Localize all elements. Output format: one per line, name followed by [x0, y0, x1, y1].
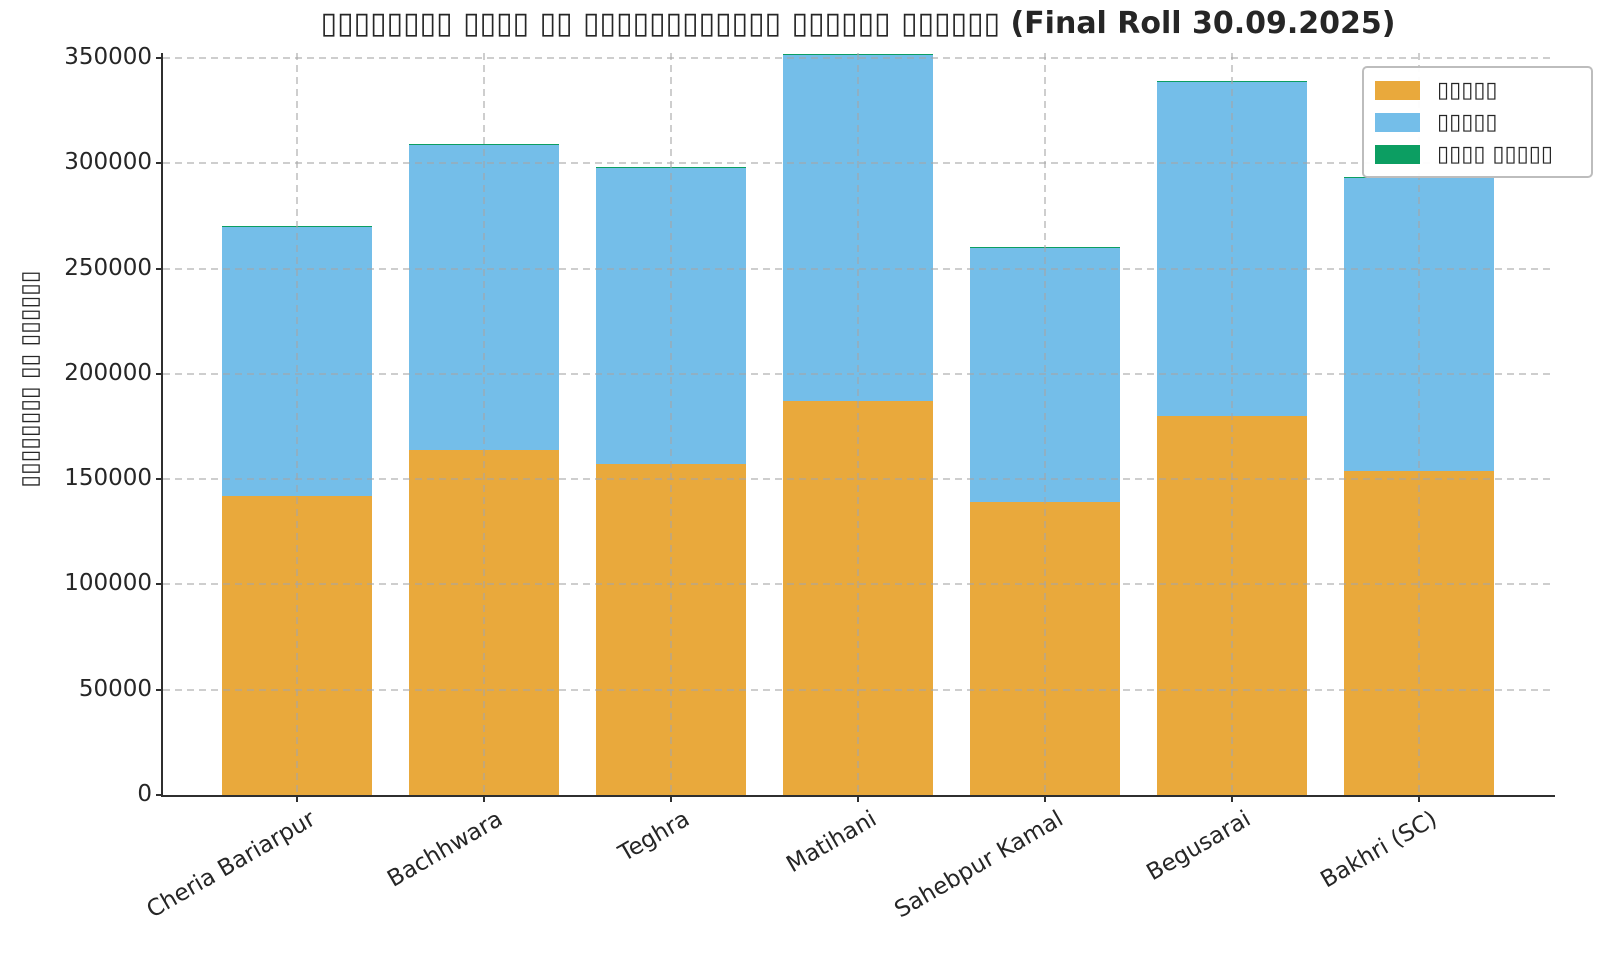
y-tick-label: 350000	[64, 44, 152, 71]
gridline-vertical	[483, 53, 485, 795]
y-tick-label: 300000	[64, 149, 152, 176]
gridline-vertical	[1418, 53, 1420, 795]
x-tick-mark	[1044, 795, 1046, 802]
legend-swatch-icon	[1375, 112, 1420, 132]
x-tick-label: Bachhwara	[383, 806, 507, 893]
y-tick-label: 100000	[64, 570, 152, 597]
y-tick-mark	[156, 372, 163, 375]
y-tick-label: 250000	[64, 254, 152, 281]
y-tick-label: 0	[137, 781, 152, 807]
gridline-vertical	[670, 53, 672, 795]
gridline-vertical	[296, 53, 298, 795]
chart-title: ▯▯▯▯▯▯▯▯ ▯▯▯▯ ▯▯ ▯▯▯▯▯▯▯▯▯▯▯▯ ▯▯▯▯▯▯ ▯▯▯…	[320, 6, 1396, 41]
y-tick-mark	[156, 583, 163, 586]
x-tick-mark	[483, 795, 485, 802]
y-tick-mark	[156, 162, 163, 165]
y-tick-mark	[156, 478, 163, 481]
y-tick-label: 50000	[78, 675, 152, 702]
gridline-vertical	[1044, 53, 1046, 795]
y-axis-spine	[161, 53, 163, 797]
x-tick-label: Sahebpur Kamal	[890, 806, 1068, 924]
x-tick-label: Matihani	[782, 806, 881, 879]
gridline-vertical	[857, 53, 859, 795]
legend-label: ▯▯▯▯▯	[1437, 109, 1498, 135]
x-tick-label: Teghra	[614, 806, 694, 868]
legend-label: ▯▯▯▯▯	[1437, 77, 1498, 103]
x-tick-mark	[670, 795, 672, 802]
x-tick-label: Bakhri (SC)	[1316, 806, 1442, 894]
legend-row: ▯▯▯▯ ▯▯▯▯▯	[1375, 142, 1591, 167]
y-tick-label: 200000	[64, 359, 152, 386]
legend-swatch-icon	[1375, 80, 1420, 100]
x-axis-spine	[161, 795, 1555, 797]
y-tick-mark	[156, 57, 163, 60]
legend-swatch-icon	[1375, 144, 1420, 164]
x-tick-mark	[1418, 795, 1420, 802]
x-tick-label: Begusarai	[1142, 806, 1255, 887]
y-tick-mark	[156, 794, 163, 796]
x-tick-mark	[1231, 795, 1233, 802]
legend-row: ▯▯▯▯▯	[1375, 78, 1591, 103]
x-tick-mark	[857, 795, 859, 802]
legend: ▯▯▯▯▯ ▯▯▯▯▯ ▯▯▯▯ ▯▯▯▯▯	[1362, 66, 1593, 178]
legend-row: ▯▯▯▯▯	[1375, 110, 1591, 135]
gridline-vertical	[1231, 53, 1233, 795]
y-tick-mark	[156, 688, 163, 691]
legend-label: ▯▯▯▯ ▯▯▯▯▯	[1437, 141, 1553, 167]
x-tick-mark	[296, 795, 298, 802]
plot-area	[163, 53, 1553, 795]
x-tick-label: Cheria Bariarpur	[142, 806, 320, 924]
y-tick-label: 150000	[64, 465, 152, 492]
y-tick-mark	[156, 267, 163, 270]
